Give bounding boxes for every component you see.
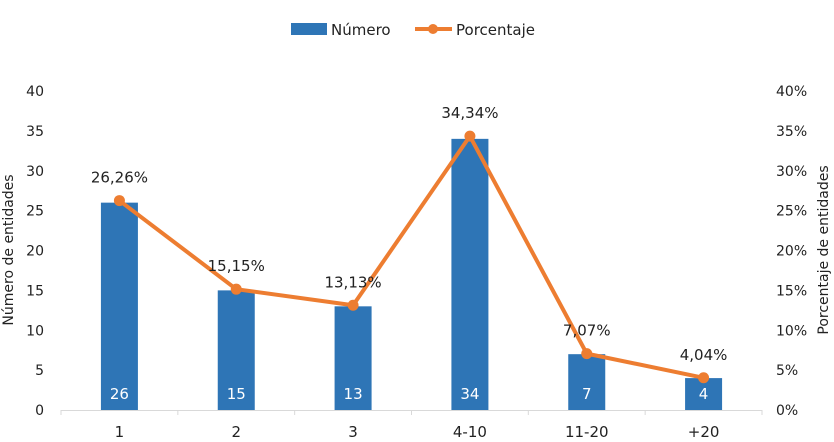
x-tick-label: +20 bbox=[688, 423, 720, 441]
x-tick-label: 1 bbox=[115, 423, 125, 441]
y2-axis-title: Porcentaje de entidades bbox=[816, 165, 832, 334]
bar bbox=[334, 306, 372, 410]
line-data-label: 34,34% bbox=[441, 104, 498, 122]
y-tick-label: 25 bbox=[26, 204, 44, 220]
x-tick-label: 3 bbox=[348, 423, 358, 441]
legend-label-porcentaje: Porcentaje bbox=[456, 21, 535, 39]
legend-label-numero: Número bbox=[331, 21, 391, 39]
bar bbox=[685, 378, 723, 410]
y2-tick-label: 20% bbox=[776, 244, 807, 260]
x-tick-label: 4-10 bbox=[453, 423, 487, 441]
legend-swatch-numero bbox=[291, 23, 327, 35]
line-data-label: 7,07% bbox=[563, 322, 611, 340]
percentage-marker bbox=[347, 299, 359, 311]
bar bbox=[451, 138, 489, 410]
bar-data-label: 15 bbox=[227, 385, 246, 403]
y-tick-label: 15 bbox=[26, 283, 44, 299]
y-tick-label: 5 bbox=[35, 363, 44, 379]
line-data-label: 4,04% bbox=[680, 346, 728, 364]
percentage-marker bbox=[113, 195, 125, 207]
legend: Número Porcentaje bbox=[291, 21, 535, 39]
x-tick-label: 11-20 bbox=[565, 423, 609, 441]
line-data-label: 26,26% bbox=[91, 169, 148, 187]
line-data-label: 15,15% bbox=[208, 257, 265, 275]
bar-data-label: 13 bbox=[344, 385, 363, 403]
percentage-line bbox=[118, 134, 704, 380]
y2-tick-label: 5% bbox=[776, 363, 798, 379]
y2-tick-label: 30% bbox=[776, 164, 807, 180]
y-tick-label: 10 bbox=[26, 323, 44, 339]
bar-data-label: 7 bbox=[582, 385, 592, 403]
y-tick-label: 0 bbox=[35, 403, 44, 419]
bar bbox=[568, 354, 606, 410]
bar bbox=[217, 290, 255, 410]
y-tick-label: 35 bbox=[26, 124, 44, 140]
bar bbox=[100, 202, 138, 410]
bar-data-label: 4 bbox=[699, 385, 709, 403]
y-axis-title: Número de entidades bbox=[1, 174, 17, 325]
y-tick-label: 30 bbox=[26, 164, 44, 180]
line-data-label: 13,13% bbox=[324, 273, 381, 291]
percentage-marker bbox=[581, 348, 593, 360]
bar-data-label: 34 bbox=[460, 385, 479, 403]
y2-tick-label: 25% bbox=[776, 204, 807, 220]
bar-data-label: 26 bbox=[110, 385, 129, 403]
y-tick-label: 20 bbox=[26, 244, 44, 260]
y-tick-label: 40 bbox=[26, 84, 44, 100]
y2-tick-label: 35% bbox=[776, 124, 807, 140]
y2-tick-label: 40% bbox=[776, 84, 807, 100]
y2-tick-label: 10% bbox=[776, 323, 807, 339]
percentage-marker bbox=[230, 283, 242, 295]
percentage-marker bbox=[464, 130, 476, 142]
y2-tick-label: 0% bbox=[776, 403, 798, 419]
percentage-marker bbox=[698, 372, 710, 384]
y2-tick-label: 15% bbox=[776, 283, 807, 299]
x-tick-label: 2 bbox=[231, 423, 241, 441]
legend-swatch-porcentaje-marker bbox=[428, 24, 438, 34]
